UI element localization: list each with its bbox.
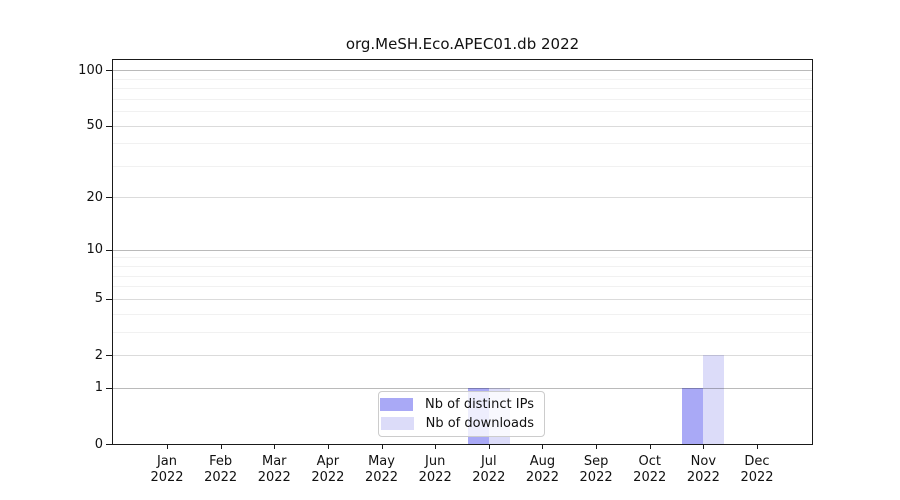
y-minor-gridline [113, 275, 812, 277]
plot-area: Nb of distinct IPs Nb of downloads 0 1 2 5 1… [78, 59, 813, 485]
x-tick-label: Mar 2022 [242, 454, 306, 486]
x-tick-year: 2022 [686, 470, 720, 485]
x-tick-year: 2022 [257, 470, 291, 485]
x-tick-month: Aug [529, 454, 556, 469]
x-tick-label: Jul 2022 [457, 454, 521, 486]
x-tick-year: 2022 [525, 470, 559, 485]
x-tick-mark [756, 444, 758, 449]
x-tick-month: Oct [638, 454, 661, 469]
x-tick-year: 2022 [472, 470, 506, 485]
y-minor-gridline [113, 143, 812, 145]
y-tick-mark [106, 355, 112, 356]
x-tick-year: 2022 [364, 470, 399, 485]
y-tick-label: 10 [86, 242, 103, 258]
bar-downloads [703, 355, 725, 444]
y-tick-mark [106, 249, 112, 251]
x-tick-year: 2022 [150, 470, 184, 485]
x-tick-month: Mar [262, 454, 287, 469]
x-tick-mark [381, 444, 383, 449]
y-minor-gridline [113, 98, 812, 100]
x-tick-label: Feb 2022 [189, 454, 253, 486]
y-minor-gridline [113, 313, 812, 315]
x-tick-month: Feb [209, 454, 233, 469]
x-tick-month: Jul [480, 454, 497, 469]
x-tick-label: Jun 2022 [403, 454, 467, 486]
x-tick-label: Nov 2022 [671, 454, 735, 486]
x-tick-mark [435, 444, 437, 449]
x-tick-year: 2022 [204, 470, 238, 485]
x-tick-label: Dec 2022 [725, 454, 789, 486]
x-tick-label: Aug 2022 [510, 454, 574, 486]
y-minor-gridline [113, 88, 812, 90]
y-major-gridline [113, 197, 812, 199]
x-tick-label: Oct 2022 [618, 454, 682, 486]
x-tick-month: Sep [583, 454, 609, 469]
y-minor-gridline [113, 78, 812, 80]
x-tick-month: May [368, 454, 395, 469]
y-minor-gridline [113, 165, 812, 167]
bar-distinct-ips [682, 387, 704, 444]
x-tick-month: Nov [690, 454, 717, 469]
chart-title: org.MeSH.Eco.APEC01.db 2022 [345, 35, 580, 53]
x-tick-year: 2022 [311, 470, 345, 485]
y-tick-label: 0 [94, 436, 103, 452]
x-tick-mark [649, 444, 651, 449]
y-major-gridline [113, 387, 812, 389]
x-tick-mark [274, 444, 276, 449]
y-minor-gridline [113, 286, 812, 288]
x-tick-mark [167, 444, 168, 449]
y-major-gridline [113, 298, 812, 300]
x-tick-mark [220, 444, 222, 449]
x-tick-year: 2022 [740, 470, 774, 485]
x-tick-year: 2022 [633, 470, 667, 485]
x-tick-year: 2022 [418, 470, 452, 485]
y-major-gridline [113, 70, 812, 72]
y-minor-gridline [113, 266, 812, 268]
y-tick-label: 20 [86, 189, 103, 205]
x-tick-month: Apr [316, 454, 340, 469]
x-tick-label: May 2022 [350, 454, 414, 486]
y-major-gridline [113, 125, 812, 127]
legend-item-downloads: Nb of downloads [380, 415, 534, 431]
y-tick-mark [106, 444, 112, 445]
x-tick-year: 2022 [579, 470, 613, 485]
x-tick-mark [596, 444, 598, 449]
legend-label-downloads: Nb of downloads [425, 415, 534, 431]
legend: Nb of distinct IPs Nb of downloads [378, 391, 545, 437]
legend-item-distinct-ips: Nb of distinct IPs [380, 396, 534, 412]
x-tick-mark [703, 444, 705, 449]
y-major-gridline [113, 355, 812, 356]
y-tick-label: 1 [94, 380, 103, 396]
x-tick-mark [488, 444, 490, 449]
x-tick-mark [542, 444, 544, 449]
y-tick-label: 2 [94, 347, 103, 363]
x-tick-label: Jan 2022 [135, 454, 199, 486]
y-tick-label: 100 [78, 62, 103, 78]
x-tick-month: Dec [744, 454, 770, 469]
legend-swatch-distinct-ips [380, 398, 414, 411]
y-minor-gridline [113, 257, 812, 259]
y-tick-mark [106, 387, 112, 389]
x-tick-mark [327, 444, 329, 449]
x-tick-label: Apr 2022 [296, 454, 360, 486]
x-tick-label: Sep 2022 [564, 454, 628, 486]
x-tick-month: Jan [156, 454, 178, 469]
y-major-gridline [113, 249, 812, 251]
x-tick-month: Jun [425, 454, 446, 469]
y-tick-mark [106, 197, 112, 199]
y-tick-label: 5 [94, 291, 103, 307]
y-tick-label: 50 [86, 118, 103, 134]
y-minor-gridline [113, 331, 812, 333]
y-tick-mark [106, 125, 112, 127]
y-tick-mark [106, 70, 112, 72]
y-tick-mark [106, 298, 112, 300]
legend-swatch-downloads [380, 417, 414, 430]
legend-label-distinct-ips: Nb of distinct IPs [425, 396, 534, 412]
y-minor-gridline [113, 111, 812, 113]
